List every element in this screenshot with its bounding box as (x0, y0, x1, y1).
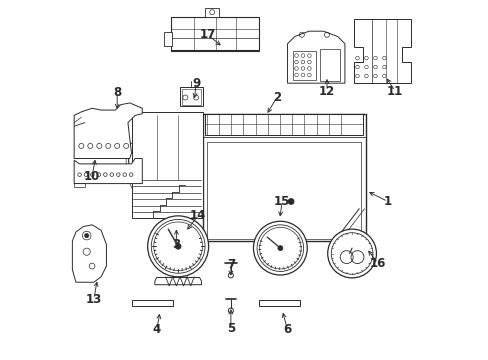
Bar (258, 300, 300, 306)
Circle shape (253, 221, 306, 275)
Bar (132, 300, 173, 306)
Text: 14: 14 (189, 210, 205, 222)
Circle shape (287, 199, 293, 204)
Bar (182, 89, 201, 105)
Polygon shape (131, 112, 203, 218)
Bar (204, 114, 362, 135)
Bar (206, 142, 360, 239)
Bar (163, 32, 171, 45)
Bar (74, 183, 85, 187)
Text: 15: 15 (273, 195, 290, 208)
Text: 9: 9 (192, 77, 200, 90)
Text: 16: 16 (369, 257, 386, 270)
Polygon shape (74, 103, 142, 158)
Circle shape (175, 243, 181, 249)
Text: 2: 2 (272, 91, 280, 104)
Text: 11: 11 (386, 85, 403, 98)
Circle shape (277, 246, 282, 251)
Text: 3: 3 (172, 238, 180, 251)
Text: 6: 6 (283, 323, 291, 336)
Polygon shape (353, 19, 410, 83)
Polygon shape (74, 158, 142, 184)
Text: 13: 13 (85, 293, 102, 306)
Bar (203, 114, 366, 241)
Text: 8: 8 (113, 86, 121, 99)
Circle shape (84, 233, 89, 238)
Polygon shape (287, 31, 344, 83)
Circle shape (147, 216, 208, 277)
Circle shape (327, 229, 376, 278)
Text: 1: 1 (383, 195, 391, 208)
Bar (171, 17, 258, 51)
Text: 10: 10 (84, 170, 100, 183)
Polygon shape (155, 278, 201, 285)
Text: 5: 5 (226, 322, 235, 335)
Bar (180, 87, 203, 107)
Polygon shape (72, 225, 106, 282)
Bar (319, 49, 339, 81)
Bar (292, 51, 316, 80)
Text: 17: 17 (200, 28, 216, 41)
Text: 4: 4 (152, 323, 161, 336)
Text: 12: 12 (318, 85, 334, 98)
Bar (204, 8, 219, 17)
Text: 7: 7 (226, 258, 234, 271)
